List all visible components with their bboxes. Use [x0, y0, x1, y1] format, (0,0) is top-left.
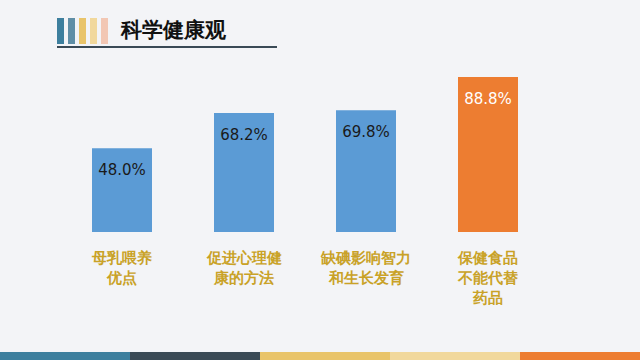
- svg-text:不能代替: 不能代替: [457, 269, 518, 287]
- svg-text:48.0%: 48.0%: [98, 161, 146, 179]
- svg-text:母乳喂养: 母乳喂养: [91, 249, 152, 267]
- svg-text:68.2%: 68.2%: [220, 126, 268, 144]
- svg-text:康的方法: 康的方法: [213, 269, 274, 287]
- svg-text:药品: 药品: [472, 289, 503, 307]
- svg-text:缺碘影响智力: 缺碘影响智力: [320, 249, 411, 267]
- svg-text:优点: 优点: [106, 269, 137, 287]
- svg-text:保健食品: 保健食品: [457, 249, 518, 267]
- svg-text:88.8%: 88.8%: [464, 90, 512, 108]
- svg-text:促进心理健: 促进心理健: [206, 249, 282, 267]
- svg-text:和生长发育: 和生长发育: [328, 269, 404, 287]
- svg-text:69.8%: 69.8%: [342, 123, 390, 141]
- svg-text:科学健康观: 科学健康观: [120, 18, 227, 42]
